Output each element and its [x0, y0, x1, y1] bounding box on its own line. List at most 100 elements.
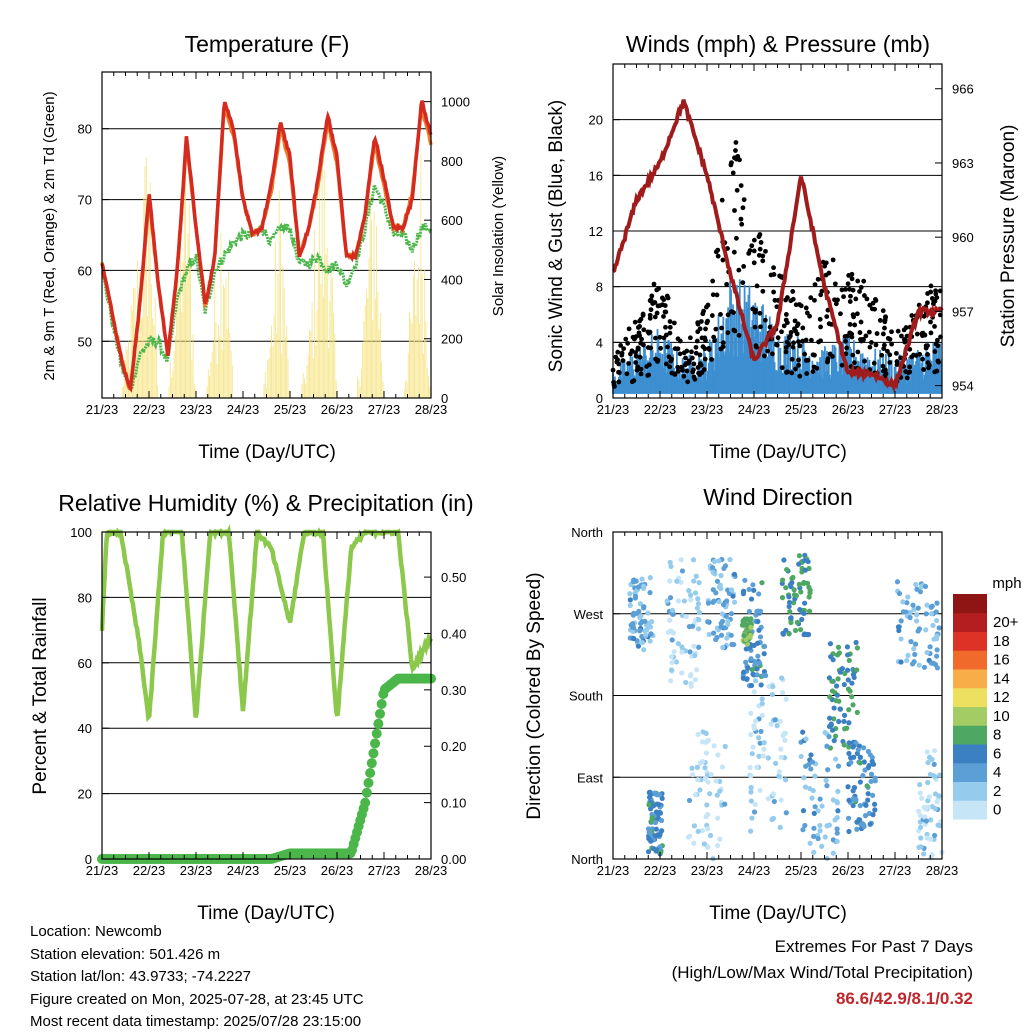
direction-point	[828, 654, 834, 660]
gust-point	[618, 343, 624, 348]
direction-point	[740, 618, 746, 624]
direction-point	[804, 580, 811, 586]
direction-point	[648, 838, 654, 844]
direction-point	[761, 740, 767, 746]
gust-point	[920, 333, 925, 339]
gust-point	[934, 295, 940, 300]
gust-point	[894, 359, 900, 364]
temp-ytick-label: 80	[78, 122, 92, 137]
gust-point	[771, 272, 777, 277]
direction-point	[649, 619, 655, 625]
direction-point	[779, 689, 786, 696]
gust-point	[739, 221, 745, 227]
hum-ytick-label: 0	[85, 852, 92, 867]
colorbar-label: 2	[993, 783, 1001, 800]
gust-point	[928, 330, 934, 336]
direction-point	[669, 659, 675, 666]
gust-point	[635, 325, 641, 330]
direction-point	[690, 772, 696, 778]
direction-point	[694, 667, 700, 673]
direction-point	[748, 596, 755, 602]
direction-point	[936, 625, 942, 631]
direction-point	[798, 753, 804, 760]
gust-point	[714, 292, 720, 298]
direction-point	[834, 838, 840, 844]
direction-point	[835, 676, 841, 682]
direction-point	[725, 621, 731, 628]
gust-point	[667, 324, 673, 330]
gust-point	[796, 362, 802, 368]
gust-point	[719, 197, 725, 203]
direction-point	[699, 828, 705, 834]
direction-point	[707, 832, 714, 839]
temp-ytick-right-label: 600	[441, 213, 463, 228]
direction-point	[667, 617, 673, 623]
direction-point	[928, 660, 934, 666]
dir-xtick-label: 24/23	[738, 863, 771, 878]
direction-point	[754, 672, 760, 678]
gust-point	[812, 282, 818, 288]
direction-point	[755, 608, 761, 614]
gust-point	[626, 326, 632, 332]
direction-point	[717, 582, 723, 588]
direction-point	[751, 689, 757, 695]
gust-point	[911, 352, 916, 358]
direction-point	[748, 710, 754, 716]
precip-point	[363, 777, 374, 788]
gust-point	[928, 283, 934, 289]
direction-point	[714, 634, 720, 641]
winds-title: Winds (mph) & Pressure (mb)	[626, 31, 930, 57]
gust-point	[807, 313, 812, 319]
gust-point	[767, 324, 773, 330]
gust-point	[665, 344, 670, 350]
gust-point	[909, 313, 915, 318]
gust-point	[852, 360, 857, 366]
temp-xtick-label: 25/23	[274, 402, 307, 417]
direction-point	[678, 557, 684, 563]
direction-point	[728, 587, 735, 593]
gust-point	[798, 303, 804, 309]
direction-point	[759, 712, 766, 719]
direction-point	[806, 594, 812, 600]
gust-point	[672, 346, 678, 352]
direction-point	[778, 746, 784, 752]
gust-point	[845, 281, 851, 287]
direction-point	[752, 718, 759, 724]
precip-point	[368, 748, 379, 759]
direction-point	[748, 784, 754, 791]
gust-point	[648, 307, 654, 313]
direction-point	[751, 642, 757, 648]
gust-point	[647, 312, 653, 318]
gust-point	[624, 371, 630, 377]
gust-point	[857, 330, 863, 335]
gust-point	[681, 350, 687, 356]
direction-point	[822, 729, 828, 736]
gust-point	[653, 335, 658, 341]
gust-point	[931, 298, 937, 304]
gust-point	[763, 248, 768, 254]
colorbar-label: 0	[993, 802, 1001, 819]
direction-point	[815, 808, 821, 814]
temp-xtick-label: 27/23	[368, 402, 401, 417]
direction-point	[699, 758, 706, 765]
wind-ytick-label: 4	[596, 335, 603, 350]
direction-point	[741, 669, 747, 675]
direction-point	[706, 631, 712, 638]
temp-ylabel-left: 2m & 9m T (Red, Orange) & 2m Td (Green)	[41, 91, 58, 380]
direction-point	[703, 750, 710, 756]
gust-point	[794, 331, 800, 337]
gust-point	[792, 318, 798, 324]
gust-point	[754, 344, 759, 350]
direction-point	[752, 678, 759, 684]
wind-ytick-label: 16	[589, 168, 603, 183]
gust-point	[667, 319, 673, 324]
direction-point	[834, 799, 840, 805]
direction-point	[692, 590, 699, 596]
dir-ytick-label: East	[577, 770, 603, 785]
direction-point	[777, 824, 783, 830]
direction-point	[869, 792, 876, 798]
direction-point	[809, 759, 816, 765]
temp-title: Temperature (F)	[185, 31, 350, 57]
direction-point	[743, 646, 749, 652]
gust-point	[825, 358, 831, 364]
